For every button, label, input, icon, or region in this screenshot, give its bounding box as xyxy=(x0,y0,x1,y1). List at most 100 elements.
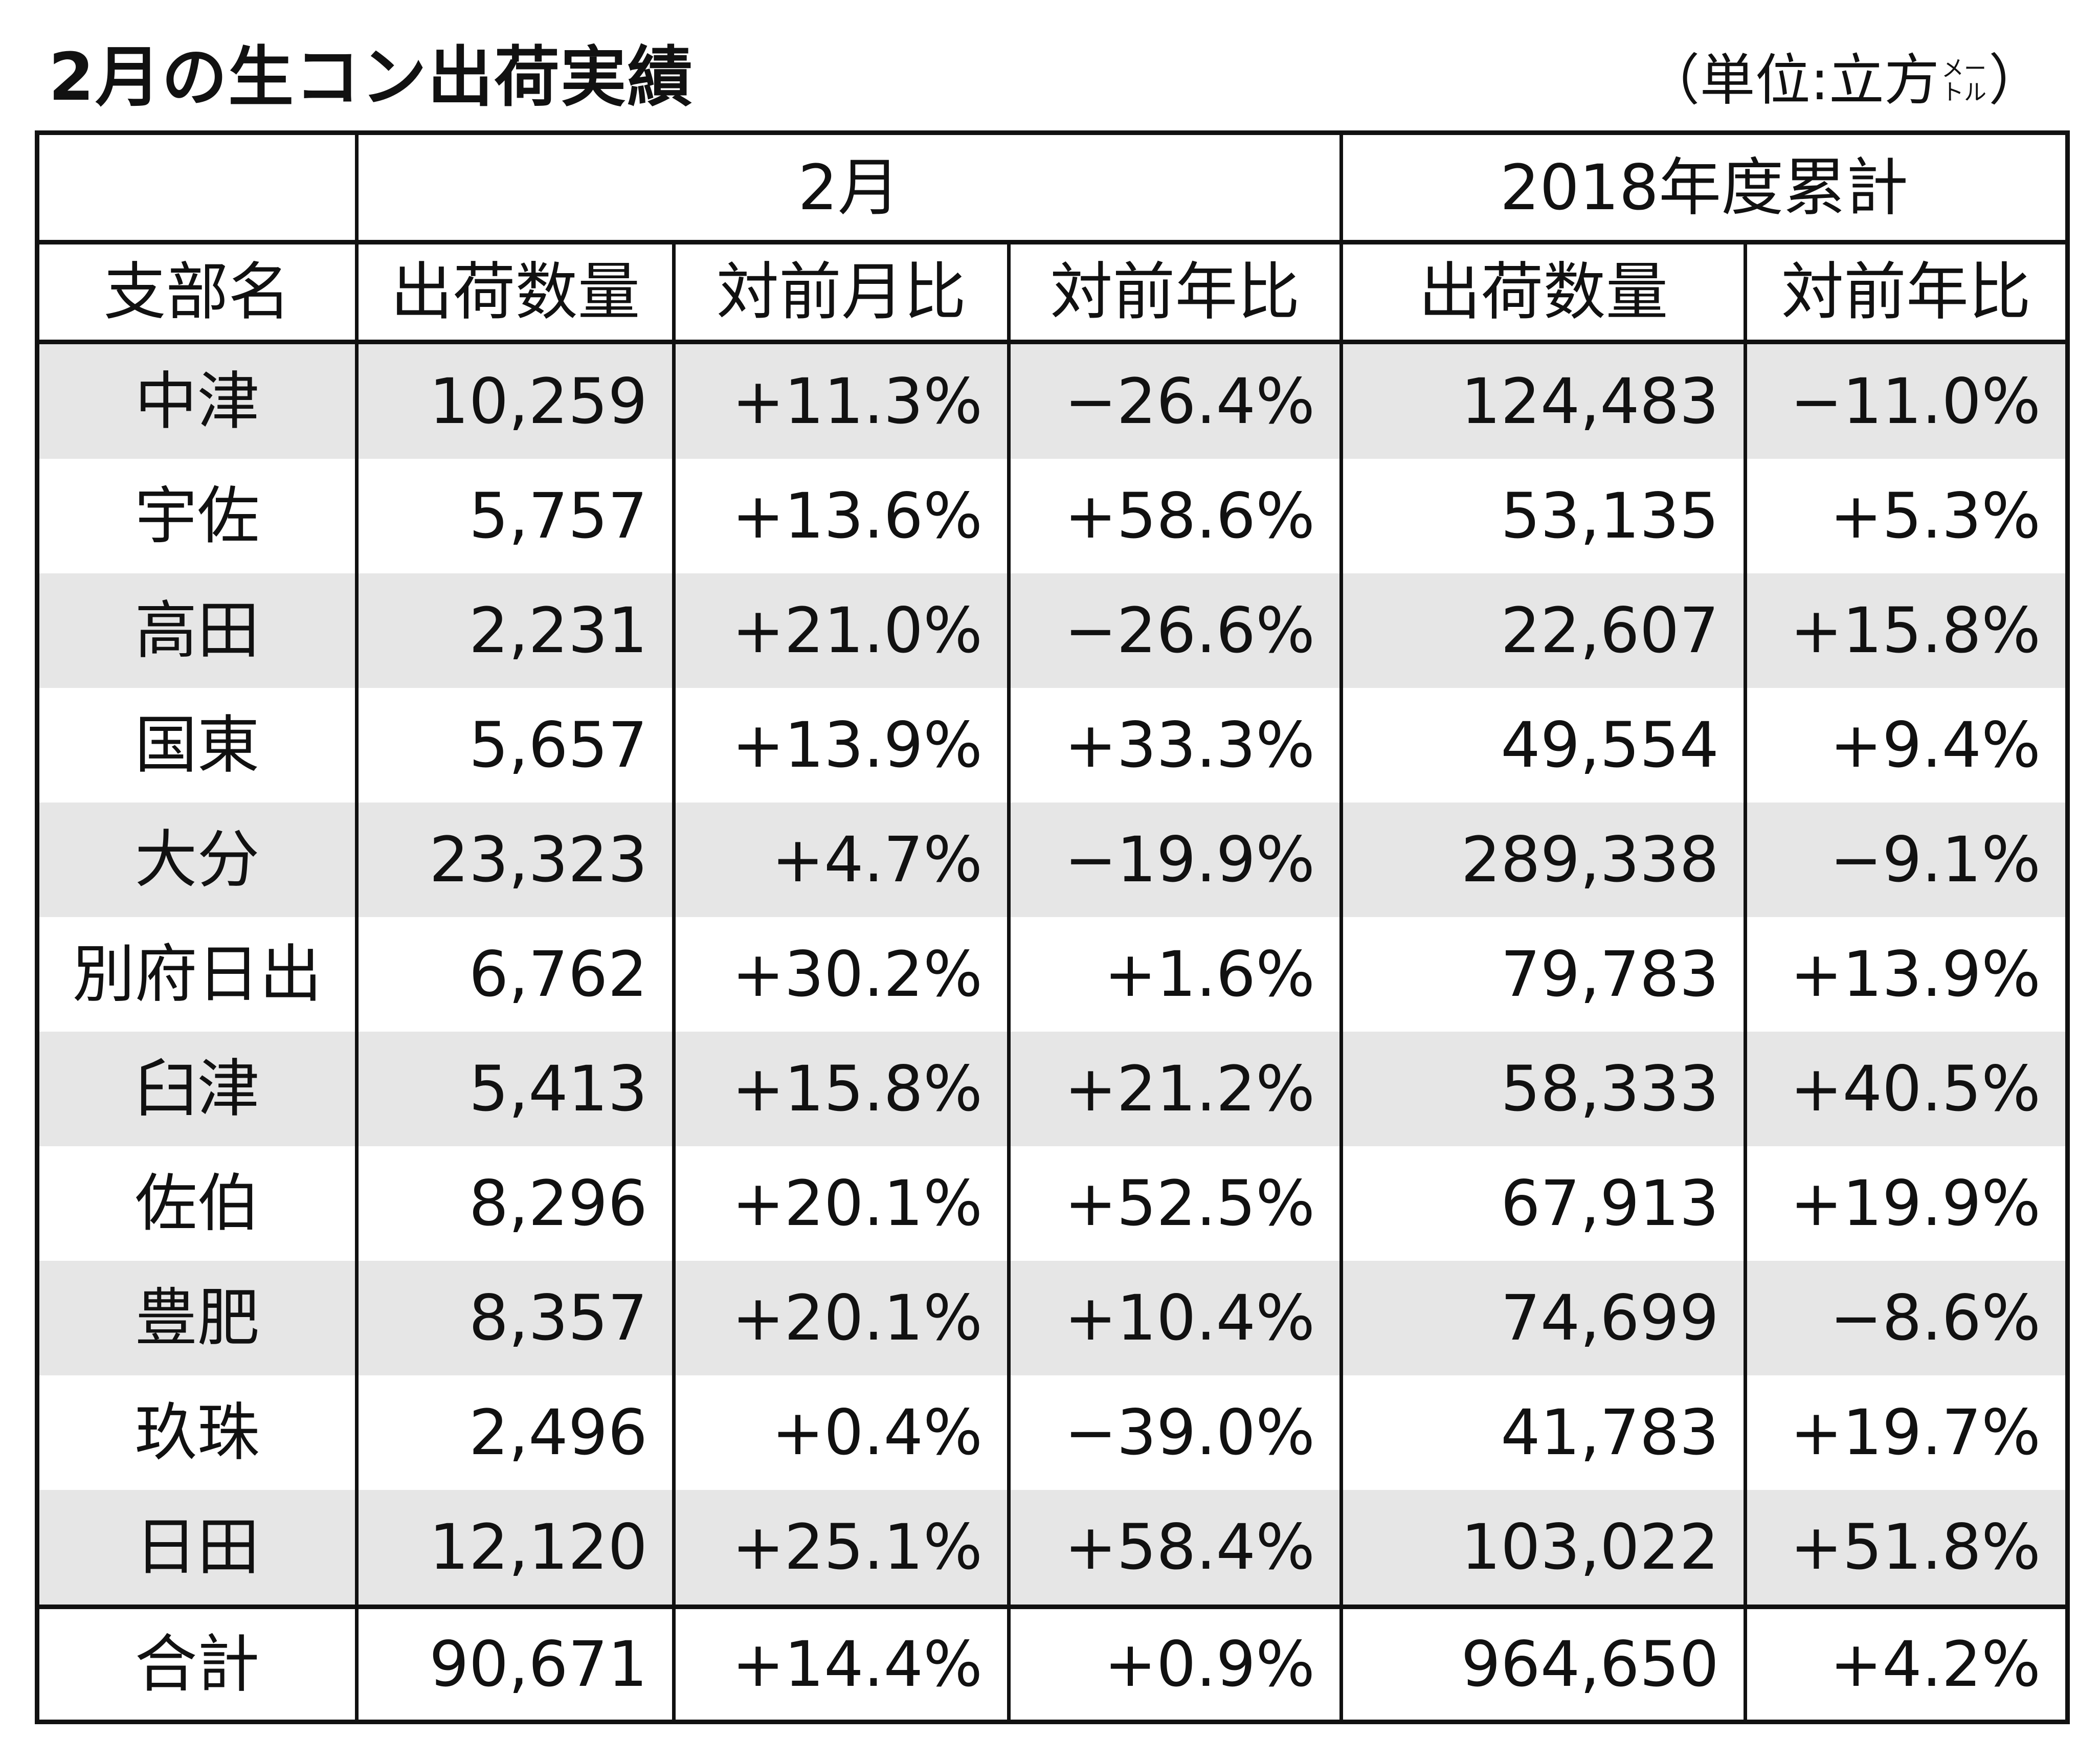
ytd-yoy: +19.7% xyxy=(1743,1375,2070,1490)
branch-name: 高田 xyxy=(35,573,359,688)
unit-note: （単位:立方 メー トル ） xyxy=(1645,53,2044,108)
month-qty: 2,496 xyxy=(355,1375,676,1490)
month-yoy: +52.5% xyxy=(1007,1146,1343,1261)
month-qty: 5,657 xyxy=(355,688,676,803)
month-qty: 5,757 xyxy=(355,459,676,573)
table-row: 高田 2,231 +21.0% −26.6% 22,607 +15.8% xyxy=(35,573,2070,688)
ytd-yoy: +5.3% xyxy=(1743,459,2070,573)
branch-name: 宇佐 xyxy=(35,459,359,573)
header-row-groups: 2月 2018年度累計 xyxy=(35,132,2070,244)
month-mom: +4.7% xyxy=(672,803,1011,917)
table-row: 玖珠 2,496 +0.4% −39.0% 41,783 +19.7% xyxy=(35,1375,2070,1490)
total-row: 合計 90,671 +14.4% +0.9% 964,650 +4.2% xyxy=(35,1605,2070,1722)
month-qty: 10,259 xyxy=(355,342,676,459)
total-month-qty: 90,671 xyxy=(355,1605,676,1722)
month-mom: +13.9% xyxy=(672,688,1011,803)
month-mom: +15.8% xyxy=(672,1032,1011,1146)
ytd-yoy: +9.4% xyxy=(1743,688,2070,803)
month-mom: +13.6% xyxy=(672,459,1011,573)
branch-name: 別府日出 xyxy=(35,917,359,1032)
header-ytd-qty: 出荷数量 xyxy=(1339,242,1747,344)
branch-name: 大分 xyxy=(35,803,359,917)
table-row: 臼津 5,413 +15.8% +21.2% 58,333 +40.5% xyxy=(35,1032,2070,1146)
branch-name: 中津 xyxy=(35,342,359,459)
table-row: 豊肥 8,357 +20.1% +10.4% 74,699 −8.6% xyxy=(35,1261,2070,1375)
ytd-qty: 103,022 xyxy=(1339,1490,1747,1607)
month-mom: +30.2% xyxy=(672,917,1011,1032)
table-row: 日田 12,120 +25.1% +58.4% 103,022 +51.8% xyxy=(35,1490,2070,1607)
header-group-month: 2月 xyxy=(355,132,1343,244)
ytd-qty: 58,333 xyxy=(1339,1032,1747,1146)
unit-note-small: メー トル xyxy=(1941,57,1986,104)
header-group-ytd: 2018年度累計 xyxy=(1339,132,2070,244)
table-row: 中津 10,259 +11.3% −26.4% 124,483 −11.0% xyxy=(35,342,2070,459)
unit-note-open: （単位:立方 xyxy=(1644,49,1939,113)
month-mom: +25.1% xyxy=(672,1490,1011,1607)
table-row: 宇佐 5,757 +13.6% +58.6% 53,135 +5.3% xyxy=(35,459,2070,573)
header-month-mom: 対前月比 xyxy=(672,242,1011,344)
branch-name: 玖珠 xyxy=(35,1375,359,1490)
shipment-table: 2月 2018年度累計 支部名 出荷数量 対前月比 対前年比 出荷数量 対前年比… xyxy=(35,130,2070,1724)
header-corner-cell xyxy=(35,132,359,244)
ytd-qty: 289,338 xyxy=(1339,803,1747,917)
ytd-yoy: −9.1% xyxy=(1743,803,2070,917)
branch-name: 臼津 xyxy=(35,1032,359,1146)
table-row: 佐伯 8,296 +20.1% +52.5% 67,913 +19.9% xyxy=(35,1146,2070,1261)
ytd-qty: 22,607 xyxy=(1339,573,1747,688)
table-row: 大分 23,323 +4.7% −19.9% 289,338 −9.1% xyxy=(35,803,2070,917)
ytd-yoy: +15.8% xyxy=(1743,573,2070,688)
ytd-qty: 124,483 xyxy=(1339,342,1747,459)
month-mom: +20.1% xyxy=(672,1146,1011,1261)
month-yoy: +21.2% xyxy=(1007,1032,1343,1146)
total-label: 合計 xyxy=(35,1605,359,1722)
header-row-columns: 支部名 出荷数量 対前月比 対前年比 出荷数量 対前年比 xyxy=(35,242,2070,344)
branch-name: 国東 xyxy=(35,688,359,803)
month-yoy: +33.3% xyxy=(1007,688,1343,803)
ytd-qty: 53,135 xyxy=(1339,459,1747,573)
ytd-qty: 41,783 xyxy=(1339,1375,1747,1490)
month-yoy: +1.6% xyxy=(1007,917,1343,1032)
total-month-mom: +14.4% xyxy=(672,1605,1011,1722)
table-row: 国東 5,657 +13.9% +33.3% 49,554 +9.4% xyxy=(35,688,2070,803)
month-qty: 8,357 xyxy=(355,1261,676,1375)
header-branch: 支部名 xyxy=(35,242,359,344)
ytd-yoy: +51.8% xyxy=(1743,1490,2070,1607)
ytd-qty: 79,783 xyxy=(1339,917,1747,1032)
month-yoy: −19.9% xyxy=(1007,803,1343,917)
total-month-yoy: +0.9% xyxy=(1007,1605,1343,1722)
header-month-qty: 出荷数量 xyxy=(355,242,676,344)
ytd-qty: 49,554 xyxy=(1339,688,1747,803)
page-title: 2月の生コン出荷実績 xyxy=(49,39,694,116)
month-mom: +11.3% xyxy=(672,342,1011,459)
ytd-yoy: −8.6% xyxy=(1743,1261,2070,1375)
unit-note-small-bottom: トル xyxy=(1941,79,1986,105)
month-yoy: +10.4% xyxy=(1007,1261,1343,1375)
total-ytd-yoy: +4.2% xyxy=(1743,1605,2070,1722)
month-qty: 6,762 xyxy=(355,917,676,1032)
month-yoy: −26.4% xyxy=(1007,342,1343,459)
table-row: 別府日出 6,762 +30.2% +1.6% 79,783 +13.9% xyxy=(35,917,2070,1032)
ytd-qty: 74,699 xyxy=(1339,1261,1747,1375)
header-month-yoy: 対前年比 xyxy=(1007,242,1343,344)
month-qty: 8,296 xyxy=(355,1146,676,1261)
month-mom: +20.1% xyxy=(672,1261,1011,1375)
ytd-yoy: +13.9% xyxy=(1743,917,2070,1032)
month-yoy: +58.6% xyxy=(1007,459,1343,573)
unit-note-small-top: メー xyxy=(1941,55,1986,82)
total-ytd-qty: 964,650 xyxy=(1339,1605,1747,1722)
month-yoy: −26.6% xyxy=(1007,573,1343,688)
month-mom: +21.0% xyxy=(672,573,1011,688)
ytd-yoy: −11.0% xyxy=(1743,342,2070,459)
month-mom: +0.4% xyxy=(672,1375,1011,1490)
header-ytd-yoy: 対前年比 xyxy=(1743,242,2070,344)
month-qty: 2,231 xyxy=(355,573,676,688)
unit-note-close: ） xyxy=(1988,49,2044,113)
branch-name: 日田 xyxy=(35,1490,359,1607)
branch-name: 佐伯 xyxy=(35,1146,359,1261)
ytd-yoy: +19.9% xyxy=(1743,1146,2070,1261)
month-qty: 5,413 xyxy=(355,1032,676,1146)
ytd-qty: 67,913 xyxy=(1339,1146,1747,1261)
ytd-yoy: +40.5% xyxy=(1743,1032,2070,1146)
month-yoy: +58.4% xyxy=(1007,1490,1343,1607)
branch-name: 豊肥 xyxy=(35,1261,359,1375)
